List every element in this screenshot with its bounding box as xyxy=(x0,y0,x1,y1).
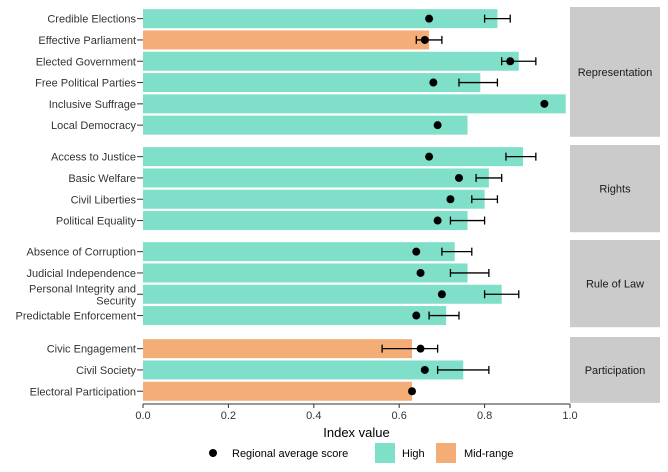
bar xyxy=(143,263,468,283)
x-tick-label: 0.2 xyxy=(221,410,236,422)
average-point xyxy=(425,14,434,23)
panel-rights: Rights Access to Justice Basic Welfare Civi… xyxy=(51,145,660,233)
bar xyxy=(143,360,464,380)
category-label: Personal Integrity and Security xyxy=(29,283,137,307)
facet-strip-label: Participation xyxy=(585,365,646,377)
panel-representation: Representation Credible Elections Effectiv… xyxy=(35,7,660,137)
average-point xyxy=(412,247,421,256)
legend: Regional average score High Mid-range xyxy=(209,443,514,463)
x-axis-label: Index value xyxy=(323,425,390,440)
average-point xyxy=(425,152,434,161)
category-label: Civic Engagement xyxy=(47,344,136,356)
category-label: Absence of Corruption xyxy=(27,247,136,259)
facet-strip xyxy=(570,337,660,403)
legend-item: Regional average score xyxy=(209,448,348,460)
legend-item: Mid-range xyxy=(436,443,514,463)
category-label: Inclusive Suffrage xyxy=(49,99,136,111)
category-label: Civil Society xyxy=(76,365,136,377)
bar xyxy=(143,381,413,401)
category-label: Access to Justice xyxy=(51,152,136,164)
average-point xyxy=(454,173,463,182)
average-point xyxy=(433,121,442,130)
panel-participation: Participation Civic Engagement Civil Socie… xyxy=(30,337,660,403)
category-label: Judicial Independence xyxy=(27,268,136,280)
facet-strip-label: Representation xyxy=(578,67,653,79)
average-point xyxy=(416,268,425,277)
average-point xyxy=(429,78,438,87)
facet-strip xyxy=(570,240,660,328)
legend-point-key xyxy=(209,449,217,457)
legend-fill-key xyxy=(375,443,395,463)
legend-item: High xyxy=(375,443,425,463)
average-point xyxy=(416,344,425,353)
average-point xyxy=(540,99,549,108)
facet-strip-label: Rule of Law xyxy=(586,279,644,291)
average-point xyxy=(420,35,429,44)
category-label: Free Political Parties xyxy=(35,78,136,90)
chart-panels: Representation Credible Elections Effectiv… xyxy=(16,7,660,403)
panel-rule-of-law: Rule of Law Absence of Corruption Judicial… xyxy=(16,240,660,328)
category-label: Basic Welfare xyxy=(68,173,136,185)
x-tick-label: 0.0 xyxy=(135,410,150,422)
bar xyxy=(143,189,485,209)
bar xyxy=(143,94,566,114)
category-label: Political Equality xyxy=(56,216,137,228)
average-point xyxy=(437,290,446,299)
x-tick-label: 0.4 xyxy=(306,410,321,422)
bar xyxy=(143,147,524,167)
category-label: Predictable Enforcement xyxy=(16,311,136,323)
bar xyxy=(143,168,489,188)
average-point xyxy=(420,365,429,374)
category-label: Local Democracy xyxy=(51,120,136,132)
bar xyxy=(143,284,502,304)
average-point xyxy=(408,387,417,396)
facet-strip xyxy=(570,7,660,137)
bar xyxy=(143,211,468,231)
bar xyxy=(143,30,430,50)
legend-fill-key xyxy=(436,443,456,463)
x-tick-label: 1.0 xyxy=(562,410,577,422)
x-tick-label: 0.8 xyxy=(477,410,492,422)
legend-label: High xyxy=(402,448,425,460)
category-label: Elected Government xyxy=(36,56,136,68)
average-point xyxy=(412,311,421,320)
facet-strip-label: Rights xyxy=(599,184,631,196)
bar xyxy=(143,73,481,93)
average-point xyxy=(446,195,455,204)
bar xyxy=(143,306,447,326)
category-label: Civil Liberties xyxy=(71,194,137,206)
bar xyxy=(143,9,498,29)
bar xyxy=(143,51,519,71)
legend-label: Mid-range xyxy=(464,448,514,460)
average-point xyxy=(433,216,442,225)
facet-strip xyxy=(570,145,660,233)
category-label: Effective Parliament xyxy=(38,35,136,47)
x-tick-label: 0.6 xyxy=(392,410,407,422)
legend-label: Regional average score xyxy=(232,448,348,460)
bar xyxy=(143,242,455,262)
category-label: Credible Elections xyxy=(47,14,136,26)
category-label: Electoral Participation xyxy=(30,386,136,398)
bar xyxy=(143,115,468,135)
average-point xyxy=(506,57,515,66)
x-axis: 0.0 0.2 0.4 0.6 0.8 1.0 xyxy=(135,403,578,422)
bar xyxy=(143,339,413,359)
